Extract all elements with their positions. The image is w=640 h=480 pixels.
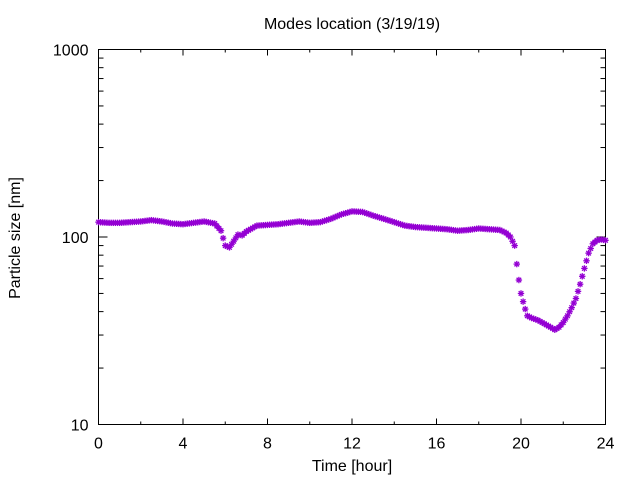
data-point [576, 281, 584, 288]
data-point [515, 276, 523, 284]
data-point [230, 237, 237, 245]
y-tick-label: 1000 [53, 43, 89, 60]
plot-frame [98, 49, 606, 425]
x-tick-label: 20 [512, 436, 530, 453]
x-tick-label: 0 [94, 436, 103, 453]
x-tick-label: 4 [179, 436, 188, 453]
x-tick-label: 24 [597, 436, 615, 453]
x-tick-label: 16 [428, 436, 446, 453]
data-point [522, 305, 529, 313]
data-point [219, 234, 227, 242]
chart-title: Modes location (3/19/19) [264, 16, 440, 33]
data-point [517, 290, 525, 297]
data-point [572, 295, 580, 302]
data-point [513, 260, 520, 268]
y-tick-label: 100 [62, 230, 89, 247]
x-axis-label: Time [hour] [312, 458, 392, 475]
data-points [95, 208, 609, 333]
data-point [602, 237, 609, 244]
y-tick-label: 10 [71, 418, 89, 435]
data-point [574, 288, 582, 295]
axis-ticks: 0 4 8 12 16 20 24 10 100 1000 [53, 43, 615, 453]
data-point [583, 257, 590, 264]
y-axis-label: Particle size [nm] [7, 177, 24, 299]
data-point [519, 298, 527, 305]
data-point [511, 242, 518, 249]
x-tick-label: 12 [343, 436, 361, 453]
data-point [217, 227, 225, 234]
data-point [581, 265, 588, 272]
data-point [228, 241, 235, 248]
x-tick-label: 8 [263, 436, 272, 453]
data-point [579, 273, 586, 280]
